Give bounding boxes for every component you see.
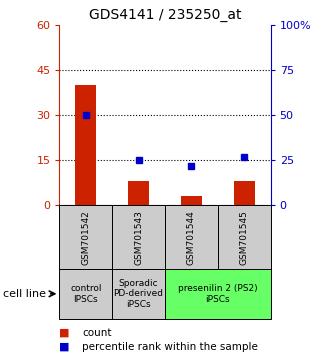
Text: GSM701544: GSM701544 xyxy=(187,210,196,264)
FancyBboxPatch shape xyxy=(112,269,165,319)
Bar xyxy=(234,181,255,205)
Text: control
IPSCs: control IPSCs xyxy=(70,284,102,303)
Bar xyxy=(75,85,96,205)
Text: GSM701542: GSM701542 xyxy=(81,210,90,264)
Title: GDS4141 / 235250_at: GDS4141 / 235250_at xyxy=(89,8,241,22)
FancyBboxPatch shape xyxy=(165,269,271,319)
FancyBboxPatch shape xyxy=(112,205,165,269)
Text: Sporadic
PD-derived
iPSCs: Sporadic PD-derived iPSCs xyxy=(114,279,164,309)
FancyBboxPatch shape xyxy=(59,269,112,319)
FancyBboxPatch shape xyxy=(218,205,271,269)
Text: percentile rank within the sample: percentile rank within the sample xyxy=(82,342,258,352)
Bar xyxy=(128,181,149,205)
Text: count: count xyxy=(82,328,112,338)
Text: GSM701543: GSM701543 xyxy=(134,210,143,265)
Text: cell line: cell line xyxy=(3,289,46,299)
FancyBboxPatch shape xyxy=(59,205,112,269)
FancyBboxPatch shape xyxy=(165,205,218,269)
Text: GSM701545: GSM701545 xyxy=(240,210,249,265)
Text: ■: ■ xyxy=(59,328,70,338)
Bar xyxy=(181,196,202,205)
Text: ■: ■ xyxy=(59,342,70,352)
Text: presenilin 2 (PS2)
iPSCs: presenilin 2 (PS2) iPSCs xyxy=(178,284,258,303)
